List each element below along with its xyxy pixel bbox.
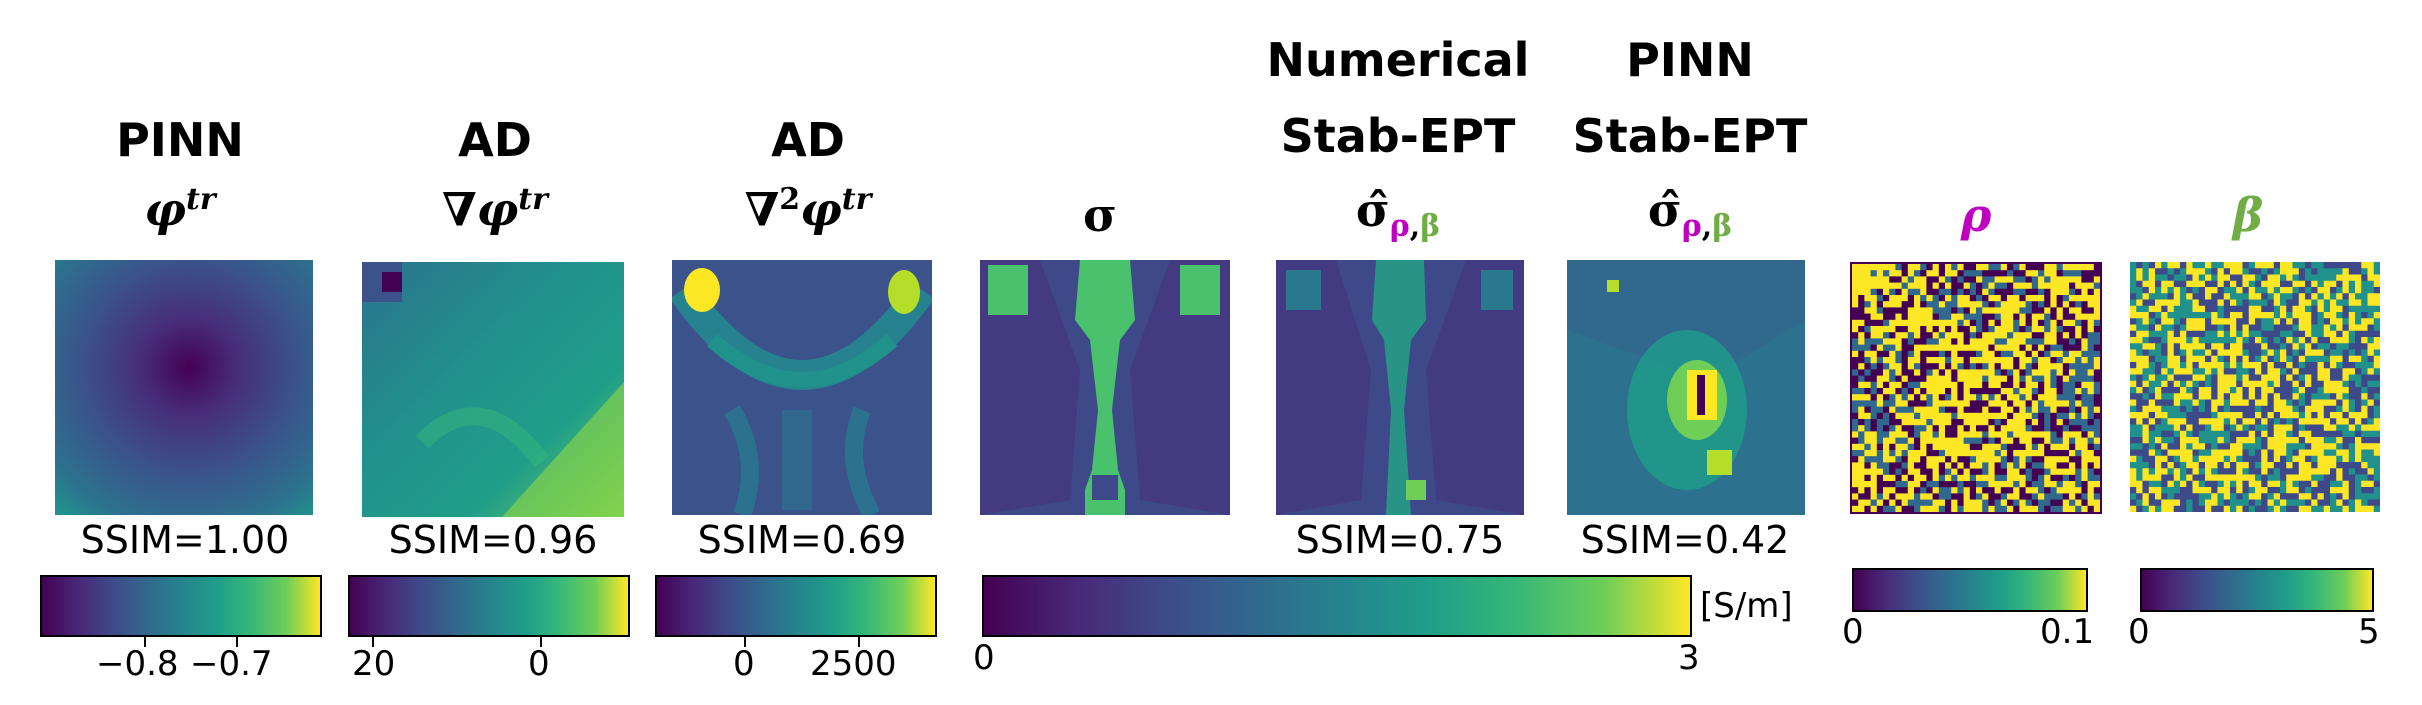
panel2-image <box>362 262 624 517</box>
panel7-symbol: ρ <box>1960 188 1992 242</box>
colorbar-4-tick-label: 0 <box>973 638 995 678</box>
colorbar-3-tick-label: 2500 <box>810 644 897 684</box>
panel6-ssim: SSIM=0.42 <box>1580 518 1790 562</box>
panel2-title-line1: AD <box>458 113 532 167</box>
panel3-title-line1: AD <box>771 113 845 167</box>
colorbar-4-unit: [S/m] <box>1700 586 1793 626</box>
colorbar-2-tick-label: 0 <box>528 644 550 684</box>
panel6-title: PINN Stab-EPT σ̂ρ,β <box>1550 30 1830 257</box>
panel3-image <box>672 260 932 515</box>
colorbar-1-tick-label: −0.8 <box>96 644 179 684</box>
panel5-title: Numerical Stab-EPT σ̂ρ,β <box>1258 30 1538 257</box>
panel7-image <box>1850 262 2102 514</box>
panel5-title-line2: Stab-EPT <box>1280 109 1516 163</box>
colorbar-5-tick-label: 0 <box>1842 612 1864 652</box>
colorbar-2-tick <box>372 637 374 647</box>
colorbar-5-tick-label: 0.1 <box>2040 612 2095 652</box>
panel3-ssim: SSIM=0.69 <box>697 518 907 562</box>
panel4-symbol: σ <box>1083 188 1117 242</box>
panel1-title-line1: PINN <box>116 113 244 167</box>
panel5-symbol: σ̂ρ,β <box>1355 183 1441 245</box>
colorbar-6 <box>2140 568 2374 612</box>
colorbar-1 <box>40 575 322 637</box>
colorbar-3 <box>655 575 937 637</box>
colorbar-1-tick <box>236 637 238 647</box>
colorbar-5 <box>1852 568 2088 612</box>
panel6-image <box>1567 260 1805 515</box>
colorbar-1-tick-label: −0.7 <box>190 644 273 684</box>
panel1-title: PINN φtr <box>60 110 300 239</box>
panel2-symbol: ∇φtr <box>442 182 548 237</box>
panel8-image <box>2130 262 2380 512</box>
panel5-title-line1: Numerical <box>1266 33 1530 87</box>
panel4-image <box>980 260 1230 515</box>
panel5-ssim: SSIM=0.75 <box>1295 518 1505 562</box>
colorbar-6-tick-label: 0 <box>2128 612 2150 652</box>
colorbar-2 <box>348 575 630 637</box>
colorbar-2-tick-label: 20 <box>352 644 396 684</box>
colorbar-3-tick <box>858 637 860 647</box>
panel6-symbol: σ̂ρ,β <box>1647 183 1733 245</box>
panel4-title: σ <box>980 185 1220 245</box>
colorbar-6-tick-label: 5 <box>2358 612 2380 652</box>
panel2-title: AD ∇φtr <box>375 110 615 239</box>
panel1-symbol: φtr <box>144 182 216 237</box>
colorbar-4-tick-label: 3 <box>1678 638 1700 678</box>
panel8-symbol: β <box>2232 188 2264 242</box>
panel1-ssim: SSIM=1.00 <box>80 518 290 562</box>
panel6-title-line2: Stab-EPT <box>1572 109 1808 163</box>
colorbar-2-tick <box>540 637 542 647</box>
panel2-ssim: SSIM=0.96 <box>388 518 598 562</box>
colorbar-3-tick <box>744 637 746 647</box>
panel3-title: AD ∇2φtr <box>688 110 928 239</box>
panel1-image <box>55 260 313 515</box>
panel5-image <box>1276 260 1524 515</box>
colorbar-3-tick-label: 0 <box>733 644 755 684</box>
panel8-title: β <box>2128 185 2368 245</box>
colorbar-1-tick <box>144 637 146 647</box>
panel3-symbol: ∇2φtr <box>744 182 872 237</box>
colorbar-4 <box>982 575 1692 637</box>
panel6-title-line1: PINN <box>1626 33 1754 87</box>
panel7-title: ρ <box>1856 185 2096 245</box>
